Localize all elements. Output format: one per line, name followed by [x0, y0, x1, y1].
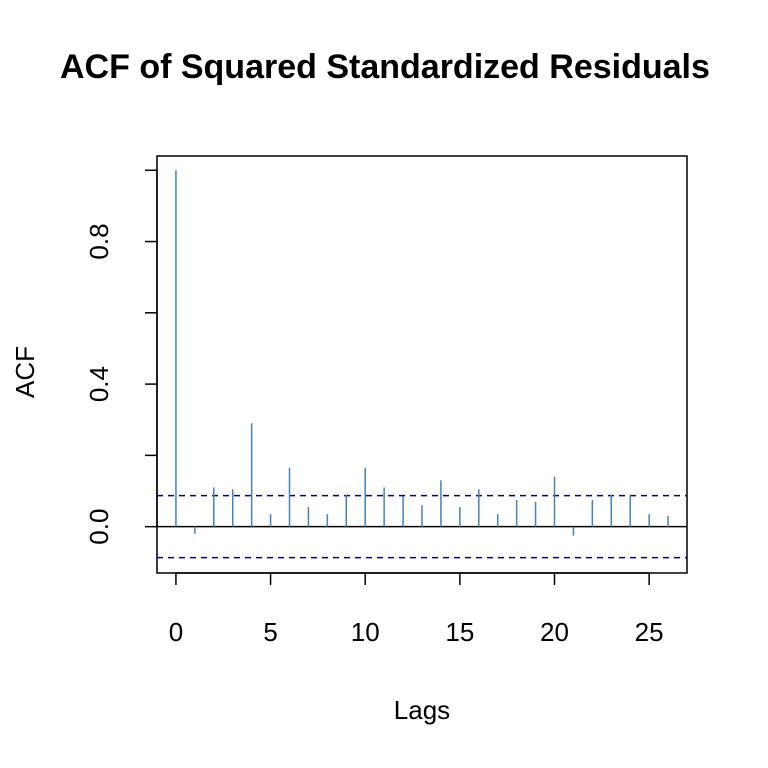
x-tick-label: 10 [351, 617, 380, 647]
y-axis-label: ACF [10, 346, 40, 398]
x-tick-label: 5 [263, 617, 277, 647]
y-tick-label: 0.8 [84, 223, 114, 259]
acf-bars [157, 170, 687, 559]
y-tick-label: 0.0 [84, 509, 114, 545]
chart-title: ACF of Squared Standardized Residuals [60, 48, 710, 86]
x-tick-label: 15 [445, 617, 474, 647]
y-axis: 0.0 0.4 0.8 [84, 169, 158, 545]
x-tick-label: 20 [540, 617, 569, 647]
x-axis: 0 5 10 15 20 25 [169, 572, 664, 647]
x-axis-label: Lags [394, 695, 450, 725]
x-tick-label: 25 [635, 617, 664, 647]
y-tick-label: 0.4 [84, 366, 114, 402]
x-tick-label: 0 [169, 617, 183, 647]
